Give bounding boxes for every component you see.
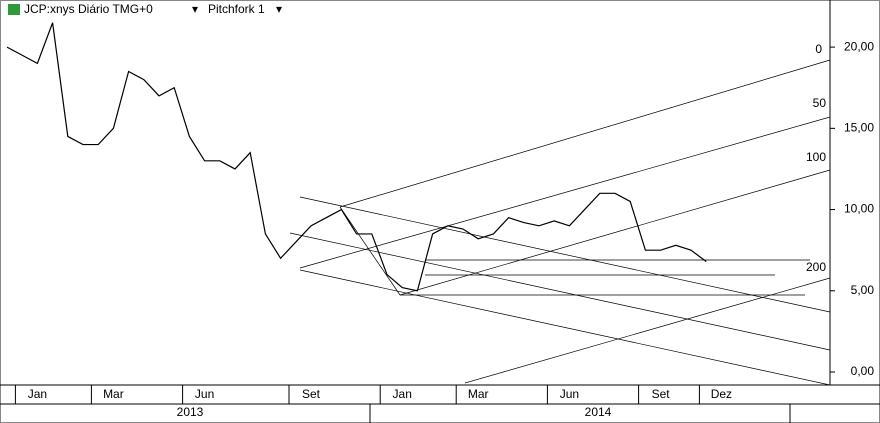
dropdown-arrow[interactable]: ▾ — [192, 2, 198, 16]
x-tick-label: Mar — [103, 387, 124, 401]
x-tick-label: Set — [652, 387, 671, 401]
y-tick-label: 15,00 — [844, 121, 874, 135]
x-tick-label: Jun — [195, 387, 214, 401]
y-tick-label: 10,00 — [844, 202, 874, 216]
y-tick-label: 5,00 — [851, 283, 875, 297]
x-tick-label: Set — [302, 387, 321, 401]
y-tick-label: 0,00 — [851, 364, 875, 378]
annotation: 200 — [806, 260, 826, 274]
x-tick-label: Dez — [711, 387, 732, 401]
year-label: 2014 — [585, 405, 612, 419]
annotation: 50 — [813, 96, 827, 110]
price-line — [6, 22, 707, 292]
symbol-icon — [8, 4, 20, 15]
pitchfork — [289, 59, 831, 386]
dropdown-arrow[interactable]: ▾ — [276, 2, 282, 16]
symbol[interactable]: JCP:xnys Diário TMG+0 — [24, 2, 153, 16]
annotation: 100 — [806, 150, 826, 164]
y-tick-label: 20,00 — [844, 39, 874, 53]
study[interactable]: Pitchfork 1 — [208, 2, 265, 16]
x-tick-label: Jun — [560, 387, 579, 401]
annotation: 0 — [815, 42, 822, 56]
x-tick-label: Mar — [468, 387, 489, 401]
year-label: 2013 — [177, 405, 204, 419]
x-tick-label: Jan — [393, 387, 412, 401]
x-tick-label: Jan — [28, 387, 47, 401]
